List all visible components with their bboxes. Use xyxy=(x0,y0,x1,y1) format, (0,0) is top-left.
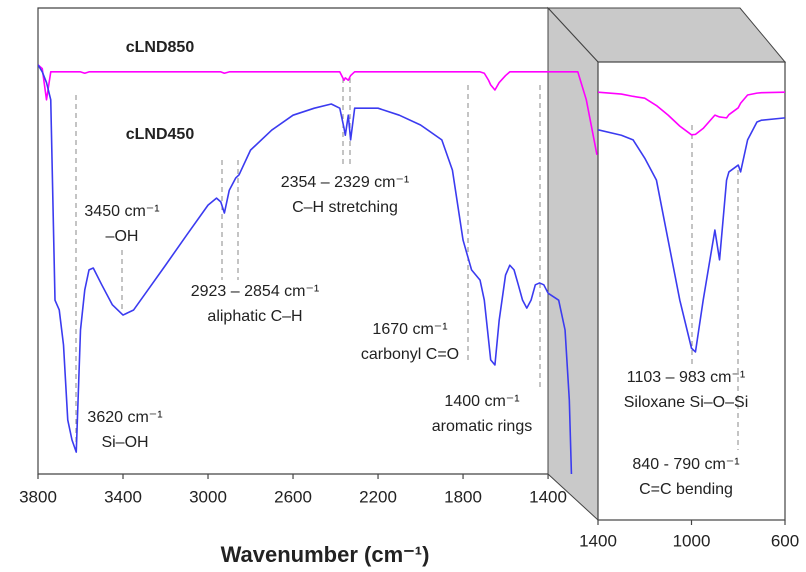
annotation: Siloxane Si–O–Si xyxy=(624,394,749,411)
annotation: aliphatic C–H xyxy=(207,308,302,325)
annotation: 3450 cm⁻¹ xyxy=(84,203,159,220)
annotation: 1670 cm⁻¹ xyxy=(372,321,447,338)
annotation: 2354 – 2329 cm⁻¹ xyxy=(281,174,410,191)
plot-area xyxy=(598,91,785,353)
spectrum-line xyxy=(38,64,573,474)
x-axis-title: Wavenumber (cm⁻¹) xyxy=(221,542,430,567)
x-tick-label: 1800 xyxy=(444,487,482,506)
x-tick-label: 3000 xyxy=(189,487,227,506)
annotation: 1400 cm⁻¹ xyxy=(444,393,519,410)
annotation: aromatic rings xyxy=(432,418,532,435)
x-tick-label: 3800 xyxy=(19,487,57,506)
spectrum-line xyxy=(598,91,785,136)
series-label: cLND450 xyxy=(126,126,195,143)
annotation: carbonyl C=O xyxy=(361,346,459,363)
annotation: 1103 – 983 cm⁻¹ xyxy=(627,369,745,386)
x-tick-label: 3400 xyxy=(104,487,142,506)
series-label: cLND850 xyxy=(126,39,195,56)
x-tick-label: 2200 xyxy=(359,487,397,506)
x-tick-label: 1000 xyxy=(673,531,711,550)
x-tick-label: 1400 xyxy=(529,487,567,506)
annotation: Si–OH xyxy=(101,434,148,451)
annotation: 3620 cm⁻¹ xyxy=(87,409,162,426)
annotation: 840 - 790 cm⁻¹ xyxy=(632,456,739,473)
spectrum-line xyxy=(598,117,785,353)
spectrum-line xyxy=(38,64,598,155)
annotation: –OH xyxy=(106,228,139,245)
x-tick-label: 2600 xyxy=(274,487,312,506)
annotation: 2923 – 2854 cm⁻¹ xyxy=(191,283,320,300)
plot-area xyxy=(38,64,598,474)
annotation: C–H stretching xyxy=(292,199,398,216)
annotation: C=C bending xyxy=(639,481,733,498)
zoom-box-side xyxy=(547,6,599,522)
x-tick-label: 1400 xyxy=(579,531,617,550)
x-tick-label: 600 xyxy=(771,531,799,550)
